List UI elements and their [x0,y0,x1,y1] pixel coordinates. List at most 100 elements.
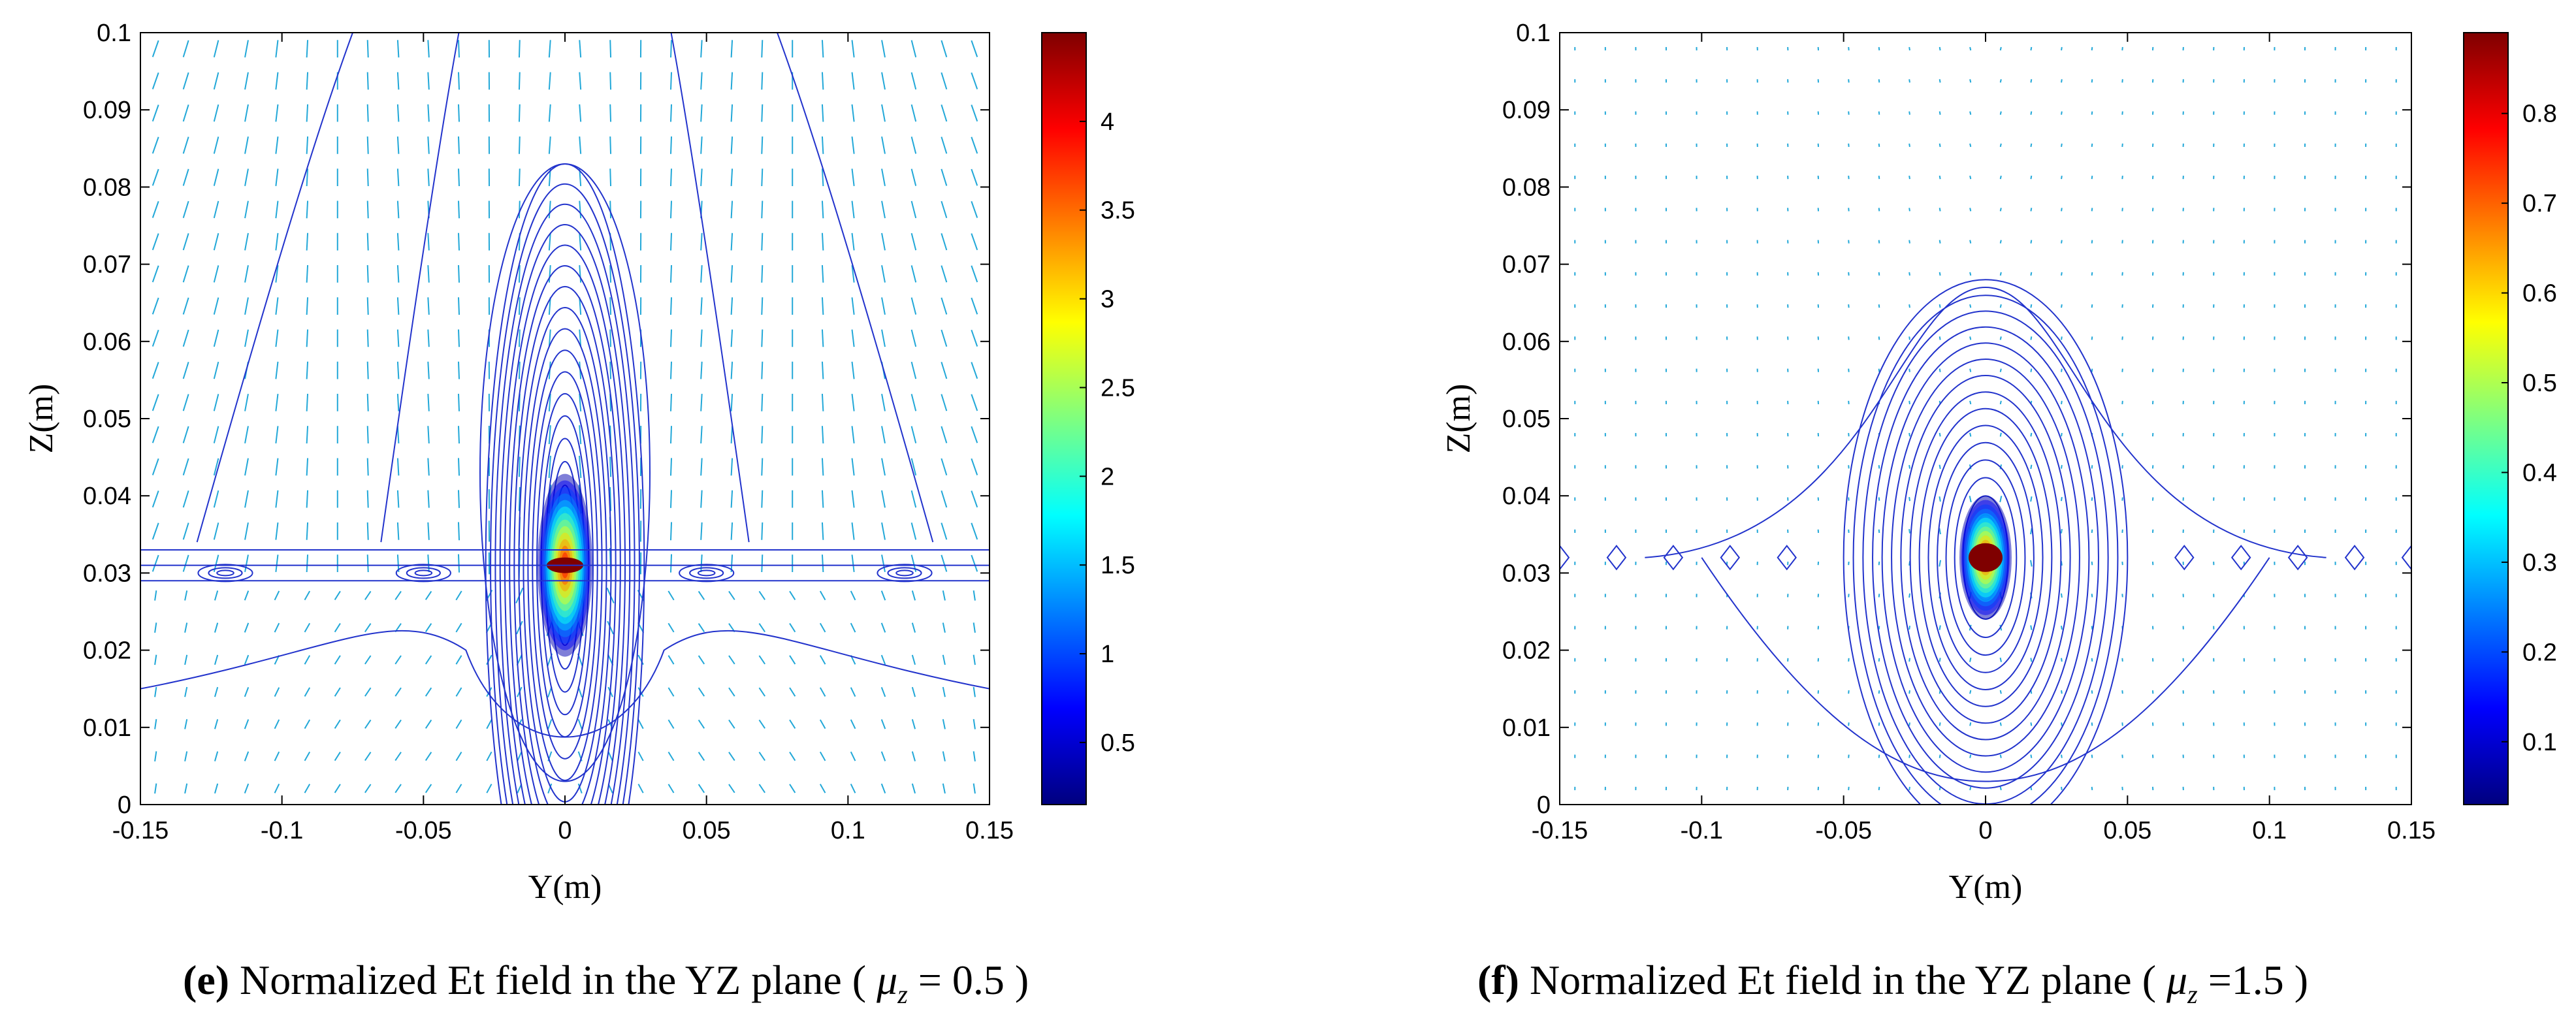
field-arrow [971,40,978,57]
field-arrow [637,751,644,761]
field-arrow [941,554,948,572]
field-arrow [698,687,705,697]
x-tick-label-f: 0 [1978,817,1992,844]
contour-line [2230,545,2251,571]
field-arrow [942,622,946,633]
field-arrow [821,104,824,122]
field-arrow [154,783,157,794]
field-arrow [2061,208,2063,212]
field-arrow [182,40,189,57]
field-arrow [213,458,219,476]
field-arrow [2091,626,2093,630]
contour-line [140,630,990,738]
y-tick-label-f: 0.01 [1502,714,1551,742]
field-arrow [1908,400,1910,405]
colorbar-tick-label-e: 3.5 [1101,197,1135,225]
field-arrow [2061,722,2063,726]
field-arrow [851,72,855,90]
field-arrow [2091,465,2093,469]
field-arrow [213,490,219,508]
field-arrow [427,554,430,573]
field-arrow [880,622,886,633]
colorbar-tick-label-f: 0.8 [2522,101,2557,128]
field-arrow [819,655,826,665]
field-arrow [275,361,279,379]
contour-line [479,163,651,782]
field-arrow [455,687,462,697]
field-arrow [518,456,521,477]
field-arrow [1999,496,2003,503]
x-tick-label-e: -0.1 [261,817,303,844]
field-arrow [1878,143,1880,148]
field-arrow [214,622,219,633]
field-arrow [971,554,978,572]
field-arrow [1878,561,1880,566]
contour-line [887,567,922,579]
field-arrow [213,361,219,379]
field-arrow [182,362,189,379]
colorbar-tick-label-f: 0.6 [2522,280,2557,308]
field-arrow [819,687,826,697]
colorbar-tick-label-e: 0.5 [1101,729,1135,757]
field-arrow [579,104,582,122]
field-arrow [306,136,309,154]
field-arrow [274,751,280,761]
field-arrow [1969,496,1972,503]
field-arrow [1878,368,1880,372]
field-arrow [851,264,855,283]
field-arrow [2091,240,2093,244]
field-arrow [880,590,886,601]
field-arrow [306,40,309,58]
field-arrow [577,719,583,729]
field-arrow [2091,529,2093,534]
field-arrow [518,168,521,187]
field-arrow [306,72,309,90]
field-arrow [304,622,311,633]
field-arrow [304,751,311,761]
field-arrow [182,200,189,218]
field-arrow [548,425,551,445]
field-arrow [2091,175,2093,180]
field-arrow [910,426,917,443]
field-arrow [941,233,948,251]
field-arrow [306,490,309,508]
field-arrow [668,719,675,729]
field-arrow [394,784,402,793]
field-arrow [275,40,279,58]
field-arrow [973,751,976,761]
field-arrow [364,752,372,761]
field-arrow [1878,208,1880,212]
field-arrow [942,686,946,697]
field-arrow [425,687,432,697]
field-arrow [306,297,309,315]
field-arrow [1969,657,1972,662]
field-arrow [609,40,612,58]
field-arrow [154,622,157,633]
contour-line [208,567,243,579]
x-tick-label-f: 0.1 [2252,817,2287,844]
field-arrow [455,784,462,793]
y-tick-label-f: 0.04 [1502,483,1551,510]
field-arrow [182,522,189,540]
field-arrow [1878,786,1880,791]
contour-line [1891,359,2080,757]
x-tick-label-f: -0.1 [1681,817,1723,844]
field-arrow [425,623,432,633]
contour-line [777,33,934,543]
field-arrow [758,687,765,697]
field-arrow [579,297,582,315]
field-arrow [1969,400,1972,405]
field-arrow [306,264,309,283]
field-arrow [1878,690,1880,694]
y-tick-label-e: 0.03 [83,560,131,587]
field-arrow [941,72,948,89]
field-arrow [213,232,219,251]
field-arrow [548,104,551,122]
field-arrow [275,554,279,573]
field-arrow [609,456,612,477]
field-arrow [244,554,249,572]
field-arrow [1908,626,1910,630]
field-arrow [1878,497,1880,501]
field-arrow [758,655,765,665]
field-arrow [851,232,855,251]
